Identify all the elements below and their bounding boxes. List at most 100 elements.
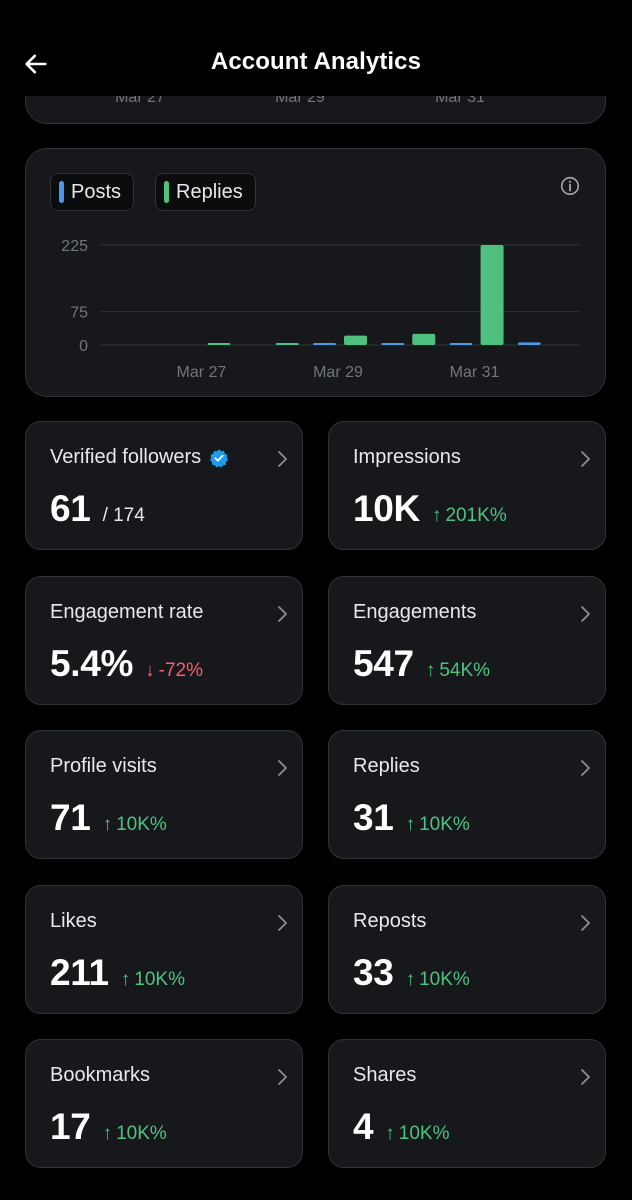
stat-change: ↓ -72% (145, 660, 203, 682)
replies-bar[interactable] (344, 335, 367, 345)
stat-label-text: Engagement rate (50, 601, 204, 623)
stat-value: 71 (50, 797, 91, 838)
verified-badge-icon (210, 449, 229, 467)
replies-bar[interactable] (412, 333, 436, 345)
stat-change: ↑ 54K% (426, 660, 490, 682)
stat-label-text: Shares (353, 1064, 417, 1086)
back-arrow-icon (25, 54, 47, 74)
stat-change-value: 54K% (439, 660, 491, 681)
stat-label: Impressions (353, 446, 461, 469)
stat-value: 17 (50, 1106, 91, 1147)
stat-change-value: 10K% (398, 1123, 450, 1144)
chevron-right-icon (581, 451, 590, 467)
x-tick-label: Mar 27 (177, 364, 227, 381)
stat-value-row: 17 ↑ 10K% (50, 1106, 167, 1148)
arrow-up-icon: ↑ (405, 814, 416, 835)
stat-label-text: Bookmarks (50, 1064, 151, 1086)
stat-card-profile-visits[interactable]: Profile visits 71 ↑ 10K% (25, 730, 303, 859)
stat-card-shares[interactable]: Shares 4 ↑ 10K% (328, 1039, 606, 1168)
stat-card-replies[interactable]: Replies 31 ↑ 10K% (328, 730, 606, 859)
arrow-up-icon: ↑ (431, 505, 442, 526)
info-icon[interactable] (559, 175, 581, 197)
chevron-right-icon (278, 760, 287, 776)
stat-card-impressions[interactable]: Impressions 10K ↑ 201K% (328, 421, 606, 550)
bar-chart: 225 75 0 Mar 27 Mar 29 Mar 31 (61, 238, 579, 381)
arrow-up-icon: ↑ (120, 969, 131, 990)
stat-total: / 174 (102, 505, 145, 526)
stat-value-row: 61 / 174 (50, 488, 145, 530)
stat-change-value: 10K% (419, 814, 470, 835)
stat-label: Replies (353, 755, 420, 778)
stat-card-engagements[interactable]: Engagements 547 ↑ 54K% (328, 576, 606, 705)
stat-change-value: 10K% (419, 969, 470, 990)
stat-value-row: 31 ↑ 10K% (353, 797, 470, 839)
legend-posts[interactable]: Posts (50, 173, 135, 211)
stat-value-row: 211 ↑ 10K% (50, 952, 185, 994)
stat-label-text: Replies (353, 755, 420, 777)
stat-value: 61 (50, 488, 91, 529)
stat-card-engagement-rate[interactable]: Engagement rate 5.4% ↓ -72% (25, 576, 303, 705)
stat-value: 33 (353, 952, 394, 993)
posts-bar[interactable] (449, 343, 473, 345)
stat-change: ↑ 10K% (121, 969, 185, 991)
chevron-right-icon (581, 760, 590, 776)
stat-change-value: 10K% (116, 814, 167, 835)
replies-bar[interactable] (207, 343, 231, 345)
legend-replies[interactable]: Replies (155, 173, 256, 211)
posts-replies-chart-card: Posts Replies 225 75 0 Mar 27 Mar 29 Mar 31 (25, 148, 606, 397)
page-title: Account Analytics (210, 48, 422, 75)
x-tick-label: Mar 29 (313, 364, 363, 381)
chevron-right-icon (278, 451, 287, 467)
stat-label: Engagements (353, 601, 476, 624)
arrow-up-icon: ↑ (102, 1123, 113, 1144)
legend-label: Posts (71, 180, 122, 203)
stat-label-text: Impressions (353, 446, 461, 468)
stat-label: Shares (353, 1064, 416, 1087)
chevron-right-icon (581, 1069, 590, 1085)
stat-label-text: Likes (50, 910, 97, 932)
stat-change-value: 201K% (445, 505, 507, 526)
stat-value-row: 10K ↑ 201K% (353, 488, 507, 530)
stat-label: Profile visits (50, 755, 157, 778)
stat-value: 211 (50, 952, 109, 993)
stat-label: Bookmarks (50, 1064, 150, 1087)
stat-change: ↑ 10K% (103, 1123, 167, 1145)
stat-label-text: Reposts (353, 910, 427, 932)
stat-change: ↑ 10K% (385, 1123, 449, 1145)
arrow-up-icon: ↑ (385, 1123, 395, 1144)
top-bar: Account Analytics (0, 0, 632, 96)
stat-value-row: 5.4% ↓ -72% (50, 643, 203, 685)
stat-label: Engagement rate (50, 601, 203, 624)
y-tick-label: 225 (61, 238, 88, 255)
chevron-right-icon (278, 606, 287, 622)
chevron-right-icon (278, 915, 287, 931)
arrow-down-icon: ↓ (145, 660, 155, 681)
stat-change: ↑ 10K% (406, 814, 470, 836)
posts-bar[interactable] (381, 343, 405, 345)
y-tick-label: 0 (79, 338, 88, 355)
stat-value-row: 71 ↑ 10K% (50, 797, 167, 839)
arrow-up-icon: ↑ (425, 660, 436, 681)
stat-value: 547 (353, 643, 414, 684)
stat-label-text: Engagements (353, 601, 477, 623)
stat-label: Likes (50, 910, 97, 933)
replies-bar[interactable] (480, 245, 504, 345)
stat-value: 5.4% (50, 643, 134, 684)
stat-card-likes[interactable]: Likes 211 ↑ 10K% (25, 885, 303, 1014)
posts-bar[interactable] (517, 342, 541, 345)
stat-value-row: 33 ↑ 10K% (353, 952, 470, 994)
stat-card-verified-followers[interactable]: Verified followers 61 / 174 (25, 421, 303, 550)
arrow-up-icon: ↑ (405, 969, 416, 990)
stat-change-value: 10K% (116, 1123, 167, 1144)
back-button[interactable] (14, 42, 58, 86)
replies-bar[interactable] (275, 343, 299, 345)
stat-label-text: Profile visits (50, 755, 157, 777)
stat-value: 31 (353, 797, 394, 838)
stat-card-bookmarks[interactable]: Bookmarks 17 ↑ 10K% (25, 1039, 303, 1168)
posts-bar[interactable] (313, 343, 336, 345)
stat-label: Verified followers (50, 446, 229, 469)
stat-card-reposts[interactable]: Reposts 33 ↑ 10K% (328, 885, 606, 1014)
stat-change: ↑ 10K% (406, 969, 470, 991)
posts-swatch (59, 181, 64, 203)
stat-change: ↑ 10K% (103, 814, 167, 836)
